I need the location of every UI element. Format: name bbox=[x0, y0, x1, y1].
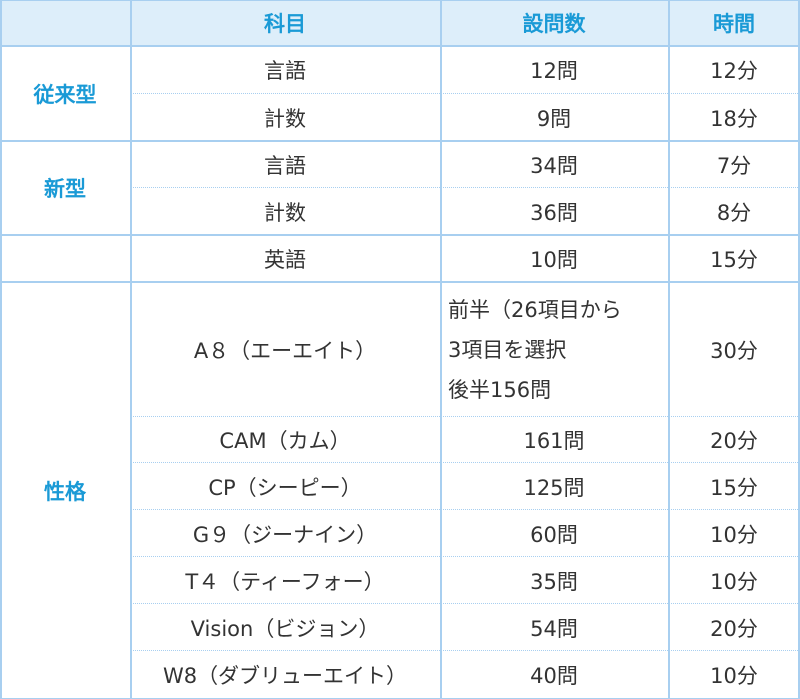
count-cell: 35問 bbox=[530, 569, 578, 594]
row-border bbox=[0, 0, 800, 1]
subject-cell: CAM（カム） bbox=[219, 429, 351, 453]
time-cell: 20分 bbox=[710, 616, 758, 641]
subject-cell: W8（ダブリューエイト） bbox=[162, 664, 408, 688]
row-border bbox=[130, 416, 800, 417]
time-cell: 12分 bbox=[710, 59, 758, 83]
row-border bbox=[130, 650, 800, 651]
subject-cell: 言語 bbox=[264, 153, 306, 178]
column-border bbox=[130, 0, 132, 699]
subject-cell: G９（ジーナイン） bbox=[192, 522, 378, 547]
row-border bbox=[130, 187, 800, 188]
row-border bbox=[0, 45, 800, 47]
row-border bbox=[0, 281, 800, 283]
time-cell: 15分 bbox=[710, 475, 758, 500]
subject-cell: 計数 bbox=[264, 106, 306, 131]
count-cell: 125問 bbox=[523, 475, 585, 500]
row-border bbox=[130, 509, 800, 510]
column-border bbox=[668, 0, 670, 699]
time-cell: 10分 bbox=[710, 664, 758, 688]
row-border bbox=[0, 140, 800, 142]
count-cell: 54問 bbox=[530, 616, 578, 641]
group-label: 性格 bbox=[44, 479, 86, 504]
count-cell: 34問 bbox=[530, 153, 578, 178]
column-border bbox=[440, 0, 442, 699]
count-cell: 40問 bbox=[530, 664, 578, 688]
time-cell: 10分 bbox=[710, 522, 758, 547]
count-cell: 前半（26項目から 3項目を選択 後半156問 bbox=[440, 282, 668, 417]
subject-cell: 言語 bbox=[264, 59, 306, 83]
count-cell: 60問 bbox=[530, 522, 578, 547]
count-line: 後半156問 bbox=[448, 377, 552, 402]
header-cell: 設問数 bbox=[440, 0, 668, 46]
count-cell: 9問 bbox=[536, 106, 572, 131]
row-border bbox=[130, 603, 800, 604]
subject-cell: A８（エーエイト） bbox=[193, 338, 377, 363]
row-border bbox=[130, 556, 800, 557]
row-border bbox=[0, 234, 800, 236]
count-cell: 12問 bbox=[530, 59, 578, 83]
subject-cell: T４（ティーフォー） bbox=[185, 569, 385, 594]
subject-cell: CP（シーピー） bbox=[208, 475, 362, 500]
group-label: 新型 bbox=[44, 177, 86, 201]
subject-cell: Vision（ビジョン） bbox=[190, 616, 380, 641]
header-cell: 科目 bbox=[130, 0, 440, 46]
column-border bbox=[798, 0, 800, 699]
row-border bbox=[130, 462, 800, 463]
header-cell: 時間 bbox=[668, 0, 800, 46]
count-cell: 10問 bbox=[530, 247, 578, 272]
count-line: 前半（26項目から bbox=[448, 297, 622, 322]
time-cell: 8分 bbox=[716, 200, 752, 225]
count-cell: 161問 bbox=[523, 429, 585, 453]
time-cell: 20分 bbox=[710, 429, 758, 453]
time-cell: 18分 bbox=[710, 106, 758, 131]
count-line: 3項目を選択 bbox=[448, 337, 567, 362]
time-cell: 15分 bbox=[710, 247, 758, 272]
subject-cell: 計数 bbox=[264, 200, 306, 225]
group-label: 従来型 bbox=[33, 82, 97, 107]
column-border bbox=[0, 0, 2, 699]
time-cell: 30分 bbox=[710, 338, 758, 363]
row-border bbox=[130, 93, 800, 94]
time-cell: 10分 bbox=[710, 569, 758, 594]
subject-cell: 英語 bbox=[264, 247, 306, 272]
time-cell: 7分 bbox=[716, 153, 752, 178]
count-cell: 36問 bbox=[530, 200, 578, 225]
